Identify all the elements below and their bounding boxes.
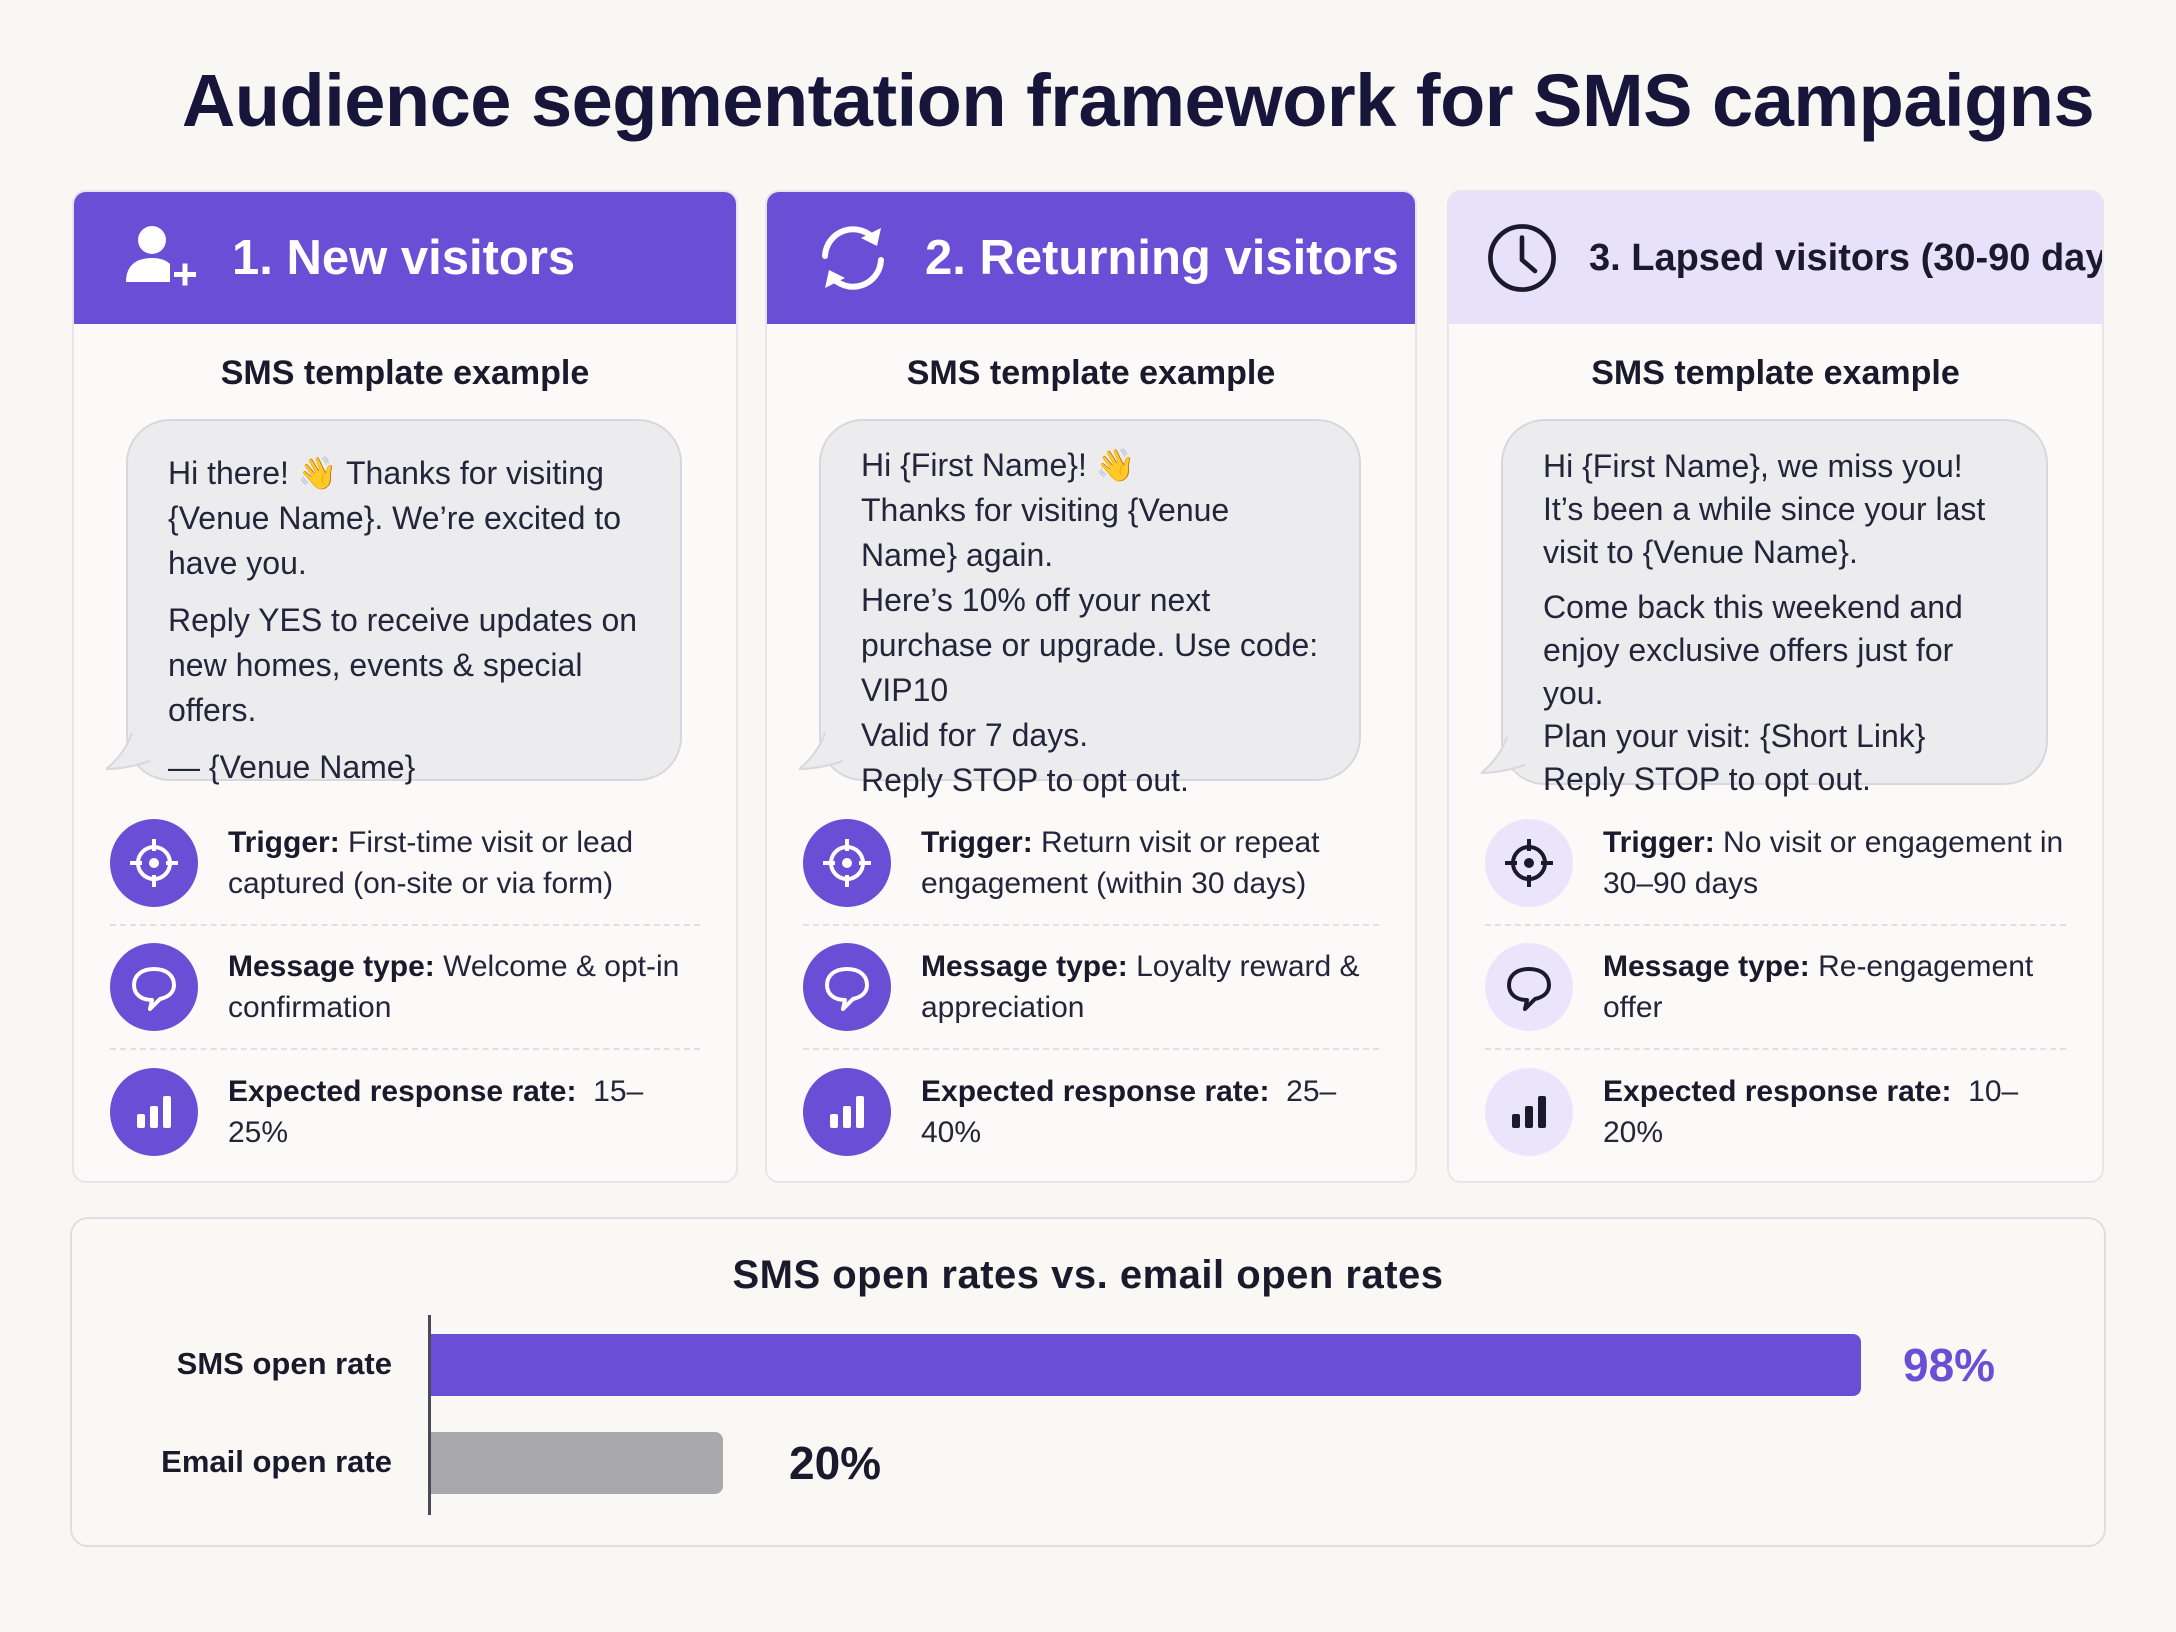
response-rate-row: Expected response rate: 25–40% <box>803 1050 1379 1174</box>
trigger-value: No visit or engagement in 30–90 days <box>1603 826 2064 900</box>
message-line: Reply STOP to opt out. <box>1543 761 1871 797</box>
bar-label: SMS open rate <box>176 1346 392 1381</box>
chat-bubble-icon <box>803 943 891 1031</box>
message-type-value: Loyalty reward & appreciation <box>921 950 1360 1024</box>
bar-chart-icon <box>803 1068 891 1156</box>
message-type-label: Message type: <box>1603 950 1810 983</box>
open-rates-chart: SMS open rates vs. email open rates SMS … <box>70 1217 2106 1547</box>
trigger-value: Return visit or repeat engagement (withi… <box>921 826 1320 900</box>
message-type-value: Re-engagement offer <box>1603 950 2034 1024</box>
response-value: 10–20% <box>1603 1075 2019 1149</box>
bubble-tail <box>799 731 845 770</box>
trigger-label: Trigger: <box>228 826 340 859</box>
segment-card-new-visitors: 1. New visitors SMS template example Hi … <box>72 190 738 1183</box>
bar <box>431 1334 1861 1396</box>
message-type-label: Message type: <box>228 950 435 983</box>
message-line: Hi {First Name}, we miss you! It’s been … <box>1543 448 1986 570</box>
trigger-label: Trigger: <box>1603 826 1715 859</box>
target-icon <box>110 819 198 907</box>
message-line: Here’s 10% off your next purchase or upg… <box>861 582 1319 708</box>
message-line: Thanks for visiting {Venue Name} again. <box>861 492 1230 573</box>
sms-message-bubble: Hi {First Name}! 👋 Thanks for visiting {… <box>799 419 1361 798</box>
bar-label: Email open rate <box>161 1444 392 1479</box>
chart-title: SMS open rates vs. email open rates <box>732 1253 1444 1297</box>
message-line: Come back this weekend and enjoy exclusi… <box>1543 589 1963 711</box>
refresh-icon <box>822 226 884 290</box>
message-line: Valid for 7 days. <box>861 717 1089 753</box>
trigger-row: Trigger: First-time visit or lead captur… <box>110 802 700 926</box>
segment-card-returning-visitors: 2. Returning visitors SMS template examp… <box>765 190 1417 1183</box>
message-type-row: Message type: Re-engagement offer <box>1485 926 2066 1050</box>
trigger-row: Trigger: Return visit or repeat engageme… <box>803 802 1379 926</box>
message-type-row: Message type: Welcome & opt-in confirmat… <box>110 926 700 1050</box>
bar-value-label: 20% <box>789 1437 882 1489</box>
message-type-label: Message type: <box>921 950 1128 983</box>
template-label: SMS template example <box>906 354 1276 392</box>
message-line: Hi there! 👋 Thanks for visiting {Venue N… <box>168 455 622 581</box>
response-label: Expected response rate: <box>228 1075 577 1108</box>
bar <box>431 1432 723 1494</box>
message-line: — {Venue Name} <box>168 749 416 785</box>
message-line: Reply STOP to opt out. <box>861 762 1189 798</box>
bar-value-label: 98% <box>1903 1339 1996 1391</box>
target-icon <box>803 819 891 907</box>
card-header: 3. Lapsed visitors (30-90 days) <box>1449 192 2102 324</box>
response-label: Expected response rate: <box>1603 1075 1952 1108</box>
template-label: SMS template example <box>1591 354 1960 392</box>
chat-bubble-icon <box>110 943 198 1031</box>
metrics-list: Trigger: First-time visit or lead captur… <box>110 802 700 1174</box>
trigger-value: First-time visit or lead captured (on-si… <box>228 826 634 900</box>
chart-axis <box>428 1315 431 1515</box>
card-title: 3. Lapsed visitors (30-90 days) <box>1589 236 2104 279</box>
response-value: 15–25% <box>228 1075 644 1149</box>
add-user-icon <box>126 226 196 286</box>
sms-message-bubble: Hi {First Name}, we miss you! It’s been … <box>1481 419 2048 797</box>
metrics-list: Trigger: Return visit or repeat engageme… <box>803 802 1379 1174</box>
chat-bubble-icon <box>1485 943 1573 1031</box>
metrics-list: Trigger: No visit or engagement in 30–90… <box>1485 802 2066 1174</box>
response-label: Expected response rate: <box>921 1075 1270 1108</box>
bubble-tail <box>1481 735 1527 774</box>
bubble-tail <box>106 731 152 770</box>
card-header: 1. New visitors <box>74 192 736 324</box>
card-title: 1. New visitors <box>232 231 576 285</box>
trigger-label: Trigger: <box>921 826 1033 859</box>
response-rate-row: Expected response rate: 10–20% <box>1485 1050 2066 1174</box>
bar-chart-icon <box>1485 1068 1573 1156</box>
card-title: 2. Returning visitors <box>925 231 1399 285</box>
message-line: Hi {First Name}! 👋 <box>861 447 1136 483</box>
response-value: 25–40% <box>921 1075 1337 1149</box>
clock-icon <box>1488 224 1556 292</box>
message-type-row: Message type: Loyalty reward & appreciat… <box>803 926 1379 1050</box>
message-line: Plan your visit: {Short Link} <box>1543 718 1926 754</box>
bar-chart-icon <box>110 1068 198 1156</box>
card-header: 2. Returning visitors <box>767 192 1415 324</box>
response-rate-row: Expected response rate: 15–25% <box>110 1050 700 1174</box>
sms-message-bubble: Hi there! 👋 Thanks for visiting {Venue N… <box>106 419 682 785</box>
target-icon <box>1485 819 1573 907</box>
trigger-row: Trigger: No visit or engagement in 30–90… <box>1485 802 2066 926</box>
page-title: Audience segmentation framework for SMS … <box>181 59 2095 142</box>
template-label: SMS template example <box>220 354 590 392</box>
segment-card-lapsed-visitors: 3. Lapsed visitors (30-90 days) SMS temp… <box>1447 190 2104 1183</box>
message-type-value: Welcome & opt-in confirmation <box>228 950 680 1024</box>
message-line: Reply YES to receive updates on new home… <box>168 602 638 728</box>
